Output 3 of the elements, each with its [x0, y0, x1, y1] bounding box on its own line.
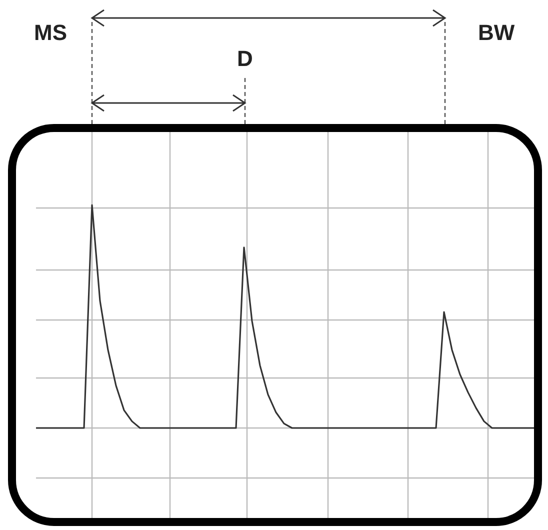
text: D: [237, 46, 253, 71]
text: BW: [478, 20, 515, 45]
text: MS: [34, 20, 67, 45]
